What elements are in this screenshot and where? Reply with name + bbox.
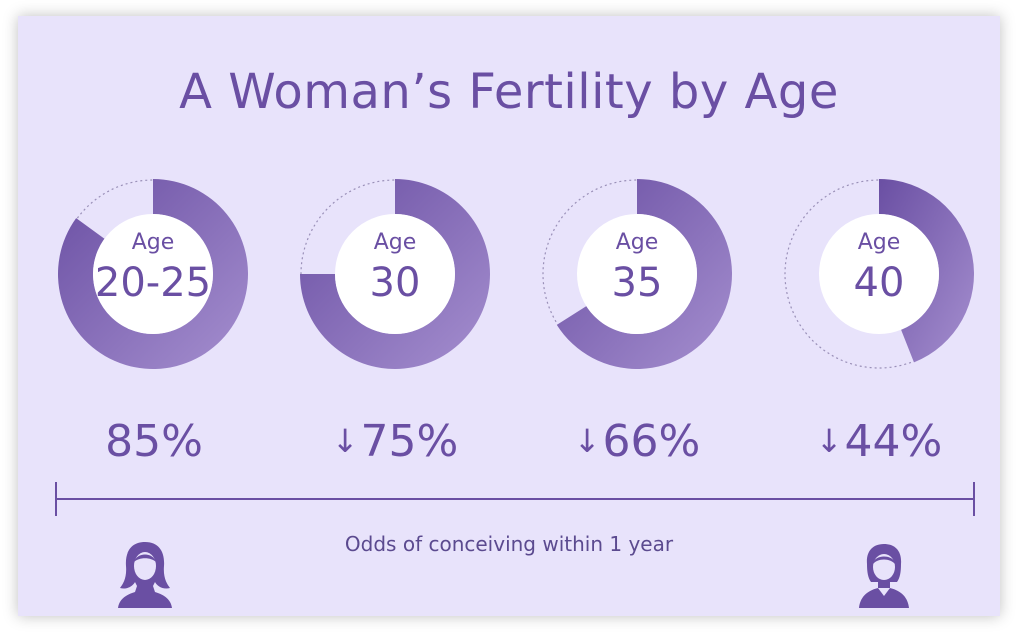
donut-center: [335, 214, 455, 334]
percent-label-35: ↓66%: [527, 416, 747, 467]
older-woman-icon: [854, 540, 914, 608]
infographic-card: A Woman’s Fertility by Age Age 20-25 Age…: [18, 16, 1000, 616]
donut-age-20-25: Age 20-25: [55, 176, 251, 372]
down-arrow-icon: ↓: [573, 422, 601, 460]
percent-label-30: ↓75%: [285, 416, 505, 467]
donut-value-arc: [300, 179, 490, 369]
chart-title: A Woman’s Fertility by Age: [179, 64, 839, 120]
donut-center: [93, 214, 213, 334]
donut-value-arc: [879, 179, 974, 363]
donut-age-35: Age 35: [539, 176, 735, 372]
down-arrow-icon: ↓: [331, 422, 359, 460]
donut-age-value: 30: [369, 260, 421, 306]
donut-svg: [784, 179, 974, 369]
donut-age-value: 20-25: [94, 260, 212, 306]
axis-caption: Odds of conceiving within 1 year: [344, 532, 674, 556]
donut-value-arc: [57, 179, 249, 369]
donut-svg: [57, 179, 249, 369]
donut-age-label: Age: [131, 230, 175, 255]
percent-value: 75%: [360, 416, 459, 467]
donut-age-30: Age 30: [297, 176, 493, 372]
donut-value-arc: [556, 179, 732, 369]
axis-tick-left: [55, 482, 57, 516]
young-woman-icon: [115, 540, 175, 608]
down-arrow-icon: ↓: [815, 422, 843, 460]
donut-center: [577, 214, 697, 334]
donut-age-value: 35: [611, 260, 663, 306]
donut-center: [819, 214, 939, 334]
axis-tick-right: [973, 482, 975, 516]
donut-age-value: 40: [853, 260, 905, 306]
donut-age-label: Age: [857, 230, 901, 255]
percent-value: 44%: [844, 416, 943, 467]
donut-age-label: Age: [373, 230, 417, 255]
donut-age-40: Age 40: [781, 176, 977, 372]
percent-label-40: ↓44%: [769, 416, 989, 467]
percent-label-20-25: 85%: [43, 416, 263, 467]
percent-value: 66%: [602, 416, 701, 467]
donut-svg: [542, 179, 732, 369]
age-axis-line: [55, 498, 975, 500]
donut-age-label: Age: [615, 230, 659, 255]
percent-value: 85%: [105, 416, 203, 467]
donut-svg: [300, 179, 490, 369]
